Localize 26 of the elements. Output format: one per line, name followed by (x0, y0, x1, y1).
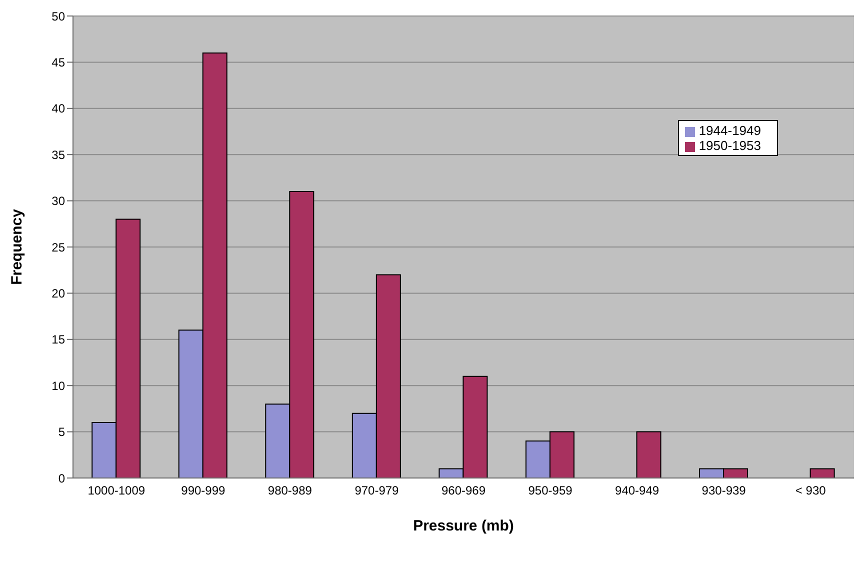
x-tick-label: 930-939 (702, 484, 746, 498)
y-tick-label: 15 (52, 332, 66, 347)
x-tick-label: 980-989 (268, 484, 312, 498)
y-tick-label: 10 (52, 378, 66, 393)
x-tick-label: 940-949 (615, 484, 660, 498)
x-tick-label: < 930 (795, 484, 826, 498)
y-tick-label: 5 (58, 425, 66, 440)
legend-label: 1950-1953 (698, 138, 761, 153)
bar (636, 431, 662, 478)
y-tick-label: 0 (58, 471, 66, 486)
x-tick-label: 990-999 (181, 484, 226, 498)
y-tick-label: 20 (52, 286, 66, 300)
y-tick-label: 30 (52, 194, 66, 208)
x-axis-title: Pressure (mb) (413, 518, 514, 535)
y-tick-label: 50 (52, 9, 66, 24)
y-tick-label: 40 (52, 102, 66, 116)
y-tick-label: 45 (52, 55, 66, 70)
y-tick-label: 35 (52, 148, 66, 162)
bar (810, 468, 835, 478)
x-tick-label: 970-979 (354, 484, 400, 498)
y-axis-title: Frequency (8, 208, 26, 285)
y-tick-label: 25 (52, 240, 66, 254)
x-tick-label: 950-959 (528, 484, 573, 498)
x-tick-label: 960-969 (441, 484, 486, 498)
legend-label: 1944-1949 (698, 123, 761, 138)
x-tick-label: 1000-1009 (88, 484, 146, 498)
